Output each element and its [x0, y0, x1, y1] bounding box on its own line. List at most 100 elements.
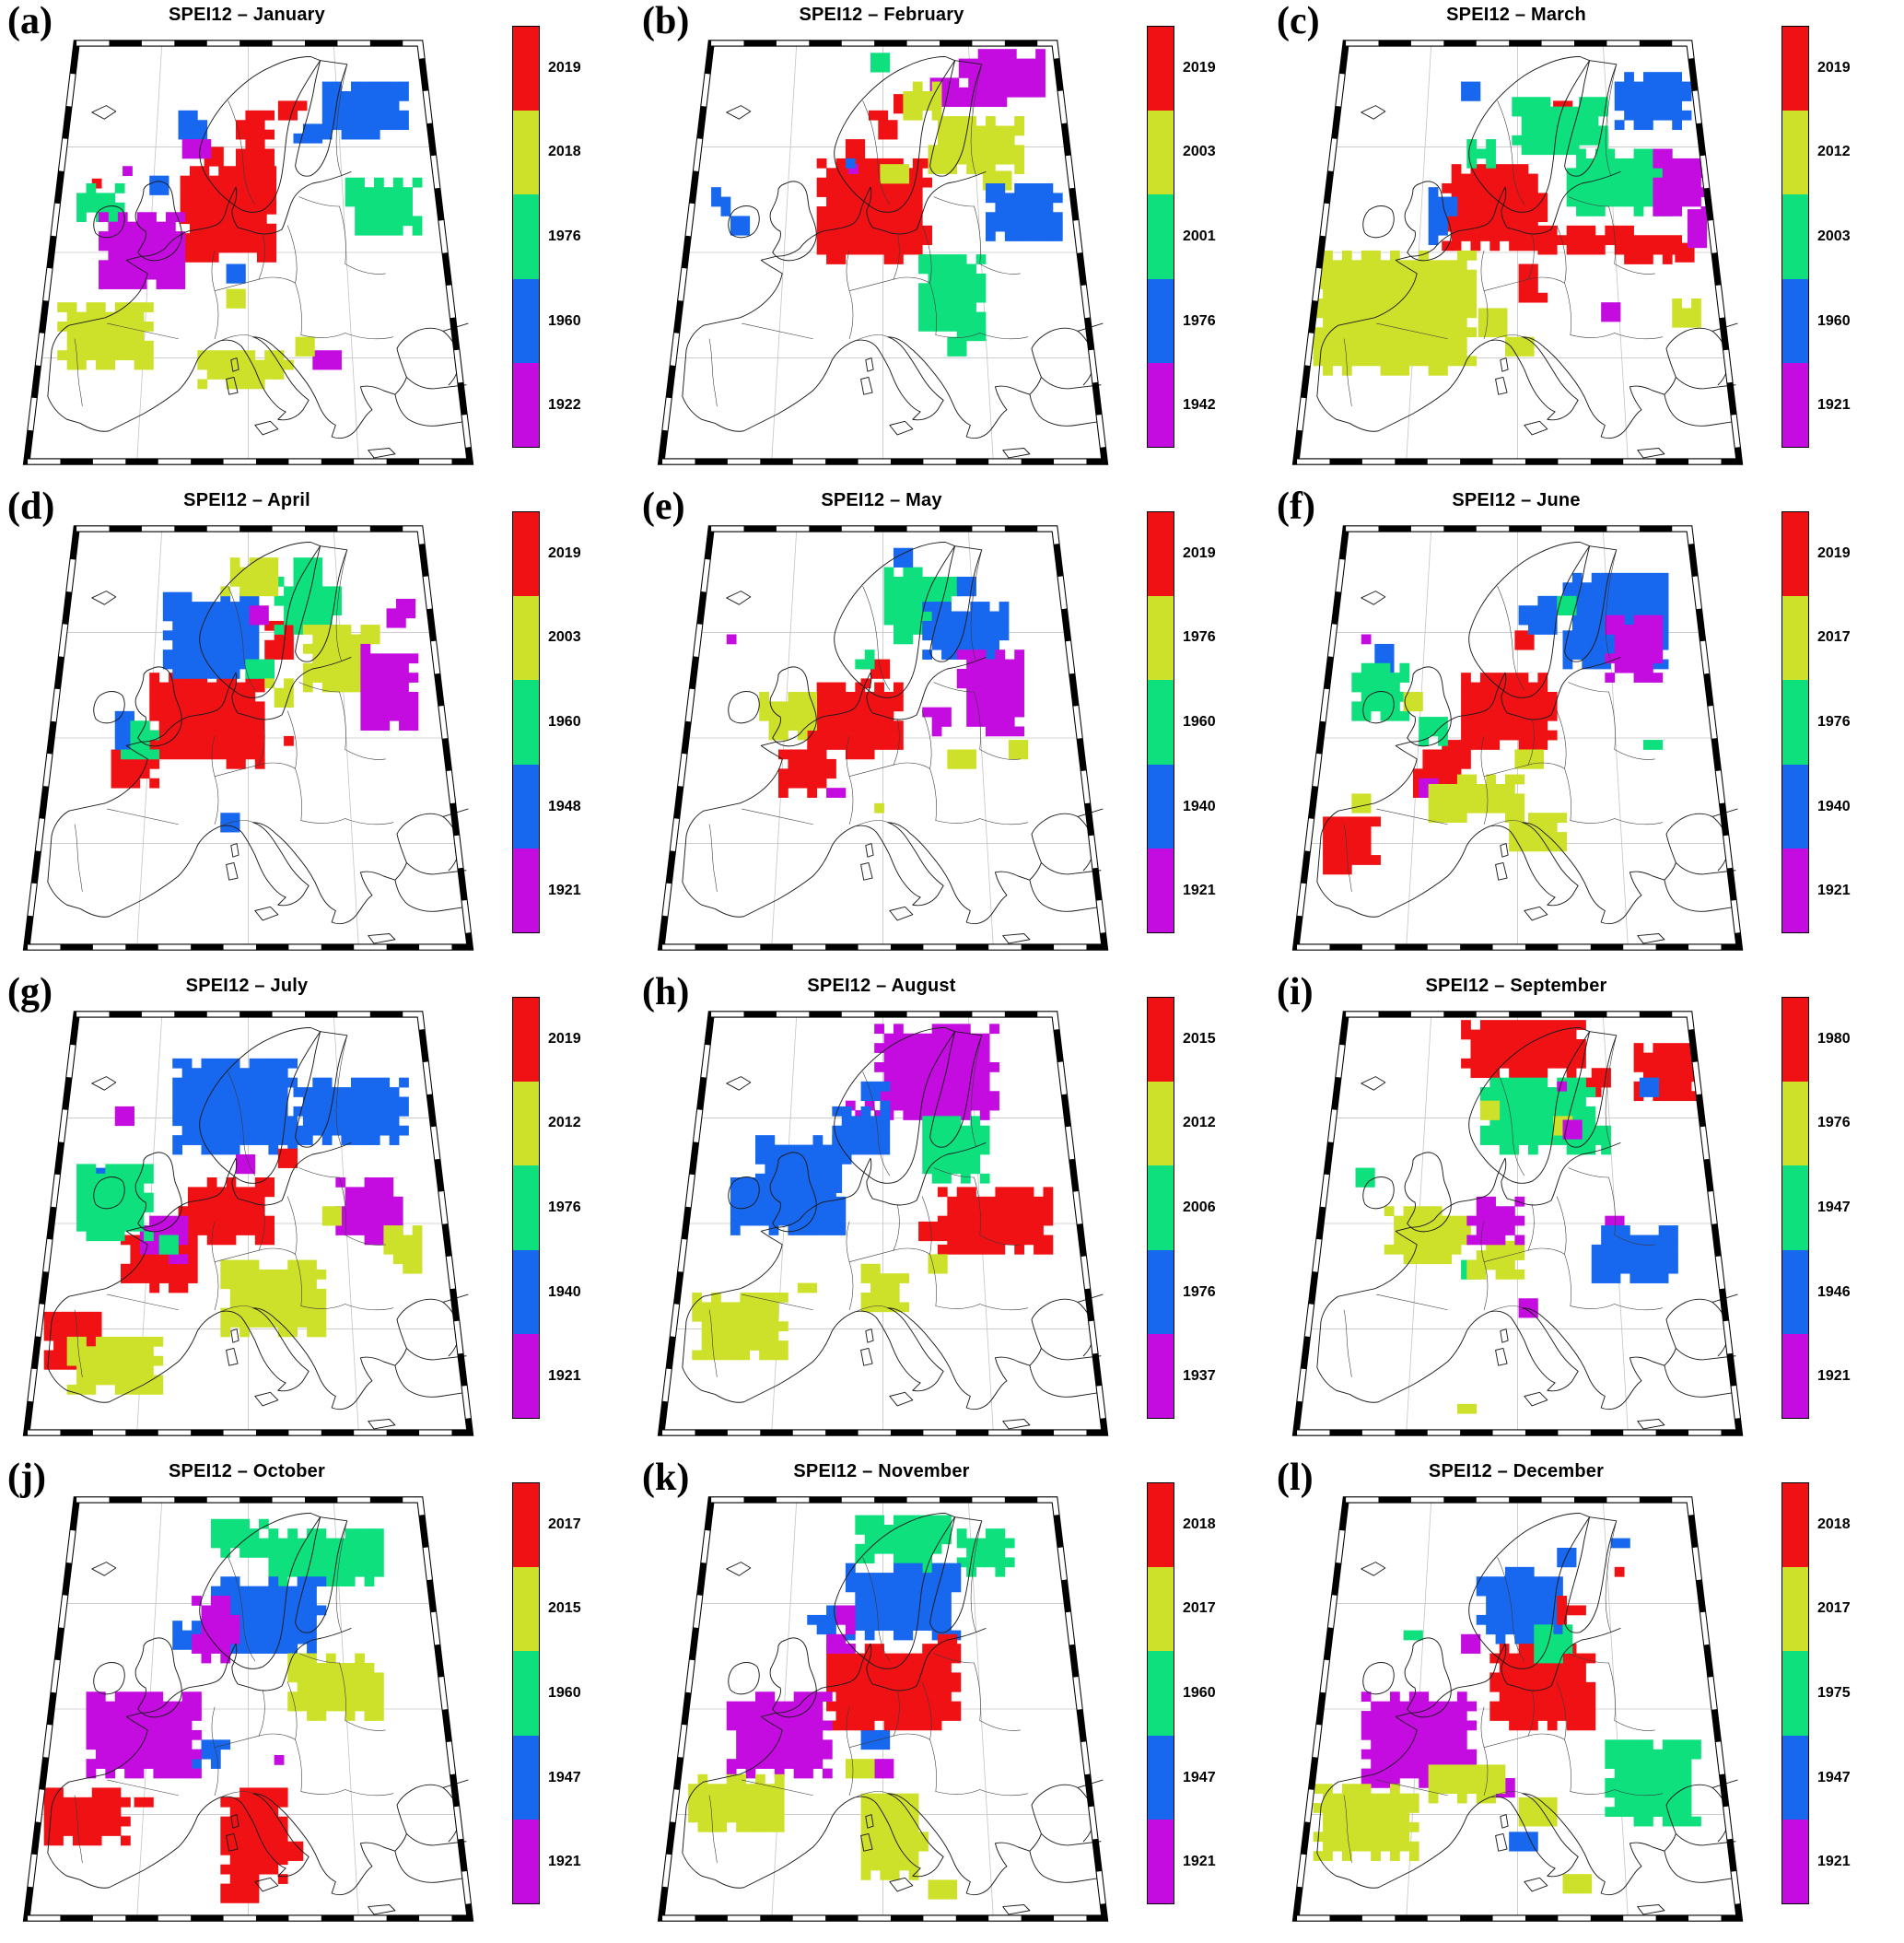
colorbar-segment	[513, 27, 539, 111]
colorbar-year-labels: 2019 2003 1960 1948 1921	[548, 511, 581, 933]
colorbar-segment	[1148, 1819, 1174, 1904]
europe-map	[1277, 22, 1757, 483]
drought-year-cells	[692, 1024, 1054, 1361]
colorbar-segment	[1782, 1567, 1808, 1652]
colorbar-year-label: 1942	[1183, 397, 1216, 414]
drought-year-cells	[1355, 1020, 1701, 1414]
colorbar-year-label: 1921	[1183, 1854, 1216, 1870]
colorbar-segment	[1782, 1249, 1808, 1334]
colorbar: 2019 2003 2001 1976 1942	[1147, 26, 1216, 448]
panel-title: SPEI12 – November	[793, 1461, 970, 1481]
panel-title: SPEI12 – July	[185, 976, 309, 996]
colorbar-year-labels: 2019 2003 2001 1976 1942	[1183, 26, 1216, 448]
colorbar-segment	[1148, 998, 1174, 1083]
map-panel: (j) SPEI12 – October 2017 2015 1960 1947 1921	[0, 1457, 635, 1942]
colorbar-year-label: 1921	[548, 1854, 581, 1870]
colorbar-year-labels: 2015 2012 2006 1976 1937	[1183, 997, 1216, 1419]
colorbar-segment	[1782, 1819, 1808, 1904]
colorbar-year-label: 1976	[1183, 1283, 1216, 1300]
panel-label: (j)	[7, 1457, 46, 1499]
colorbar-segment	[1148, 848, 1174, 933]
colorbar-segment	[1148, 362, 1174, 448]
colorbar-year-label: 1975	[1817, 1684, 1851, 1701]
colorbar-bar	[1147, 26, 1174, 448]
colorbar: 2015 2012 2006 1976 1937	[1147, 997, 1216, 1419]
colorbar-bar	[1781, 997, 1809, 1419]
colorbar-segment	[1148, 764, 1174, 849]
colorbar-year-label: 1947	[1817, 1199, 1851, 1215]
colorbar-segment	[1782, 764, 1808, 849]
drought-year-cells	[688, 1515, 1015, 1900]
colorbar-year-labels: 2018 2017 1960 1947 1921	[1183, 1482, 1216, 1904]
colorbar-segment	[513, 848, 539, 933]
colorbar-year-label: 1921	[1817, 883, 1851, 899]
colorbar-year-label: 1976	[1817, 713, 1851, 730]
europe-map	[1277, 508, 1757, 968]
colorbar-bar	[1147, 997, 1174, 1419]
colorbar-segment	[513, 1819, 539, 1904]
colorbar: 2019 1976 1960 1940 1921	[1147, 511, 1216, 933]
colorbar-segment	[1782, 596, 1808, 681]
europe-map	[642, 1479, 1122, 1939]
europe-map	[642, 508, 1122, 968]
europe-map	[7, 1479, 487, 1939]
colorbar-year-label: 1960	[548, 312, 581, 329]
panel-title: SPEI12 – June	[1452, 490, 1581, 510]
panel-title: SPEI12 – August	[807, 976, 956, 996]
colorbar-segment	[513, 1333, 539, 1419]
colorbar-bar	[512, 511, 540, 933]
colorbar-year-label: 2019	[1817, 59, 1851, 76]
colorbar-year-label: 2017	[1817, 629, 1851, 646]
colorbar-year-label: 1980	[1817, 1030, 1851, 1047]
colorbar: 2019 2012 2003 1960 1921	[1781, 26, 1851, 448]
colorbar: 2019 2017 1976 1940 1921	[1781, 511, 1851, 933]
panel-label: (k)	[642, 1457, 690, 1499]
map-panel: (e) SPEI12 – May 2019 1976 1960 1940 1921	[635, 486, 1269, 971]
europe-map	[7, 508, 487, 968]
colorbar-year-label: 2015	[548, 1600, 581, 1617]
colorbar-year-label: 1976	[1183, 629, 1216, 646]
panel-title: SPEI12 – October	[169, 1461, 325, 1481]
colorbar-year-label: 1976	[548, 1199, 581, 1215]
panel-label: (d)	[7, 486, 55, 528]
colorbar-segment	[1148, 27, 1174, 111]
panel-label: (f)	[1277, 486, 1315, 528]
drought-year-cells	[111, 557, 419, 833]
colorbar-year-label: 1976	[1183, 312, 1216, 329]
europe-map	[7, 993, 487, 1454]
colorbar-year-label: 2012	[548, 1115, 581, 1131]
colorbar-segment	[1148, 194, 1174, 279]
colorbar: 2019 2003 1960 1948 1921	[512, 511, 581, 933]
panel-title: SPEI12 – April	[183, 490, 310, 510]
colorbar-segment	[513, 278, 539, 363]
panel-title: SPEI12 – December	[1428, 1461, 1605, 1481]
colorbar-segment	[1148, 1567, 1174, 1652]
colorbar-year-label: 2001	[1183, 228, 1216, 244]
colorbar-segment	[1782, 1082, 1808, 1166]
colorbar: 2018 2017 1960 1947 1921	[1147, 1482, 1216, 1904]
colorbar-segment	[513, 1651, 539, 1736]
colorbar-segment	[1782, 362, 1808, 448]
colorbar-bar	[512, 997, 540, 1419]
colorbar-bar	[512, 1482, 540, 1904]
map-panel: (f) SPEI12 – June 2019 2017 1976 1940 1921	[1269, 486, 1904, 971]
colorbar-year-labels: 2018 2017 1975 1947 1921	[1817, 1482, 1851, 1904]
map-panel: (g) SPEI12 – July 2019 2012 1976 1940 1921	[0, 971, 635, 1457]
colorbar-year-label: 1921	[1817, 1854, 1851, 1870]
colorbar-bar	[1781, 511, 1809, 933]
map-panel: (c) SPEI12 – March 2019 2012 2003 1960 1921	[1269, 0, 1904, 486]
colorbar-segment	[1148, 1333, 1174, 1419]
colorbar-segment	[513, 1082, 539, 1166]
colorbar-year-label: 1960	[1817, 312, 1851, 329]
panel-title: SPEI12 – March	[1446, 5, 1586, 25]
panel-title: SPEI12 – May	[821, 490, 942, 510]
colorbar-segment	[513, 680, 539, 765]
colorbar-year-label: 2019	[548, 1030, 581, 1047]
colorbar-year-label: 2015	[1183, 1030, 1216, 1047]
colorbar: 1980 1976 1947 1946 1921	[1781, 997, 1851, 1419]
colorbar-year-label: 2017	[1817, 1600, 1851, 1617]
colorbar-segment	[1782, 998, 1808, 1083]
panel-label: (h)	[642, 971, 690, 1013]
colorbar-year-label: 1940	[1183, 798, 1216, 814]
colorbar-year-label: 1960	[1183, 1684, 1216, 1701]
